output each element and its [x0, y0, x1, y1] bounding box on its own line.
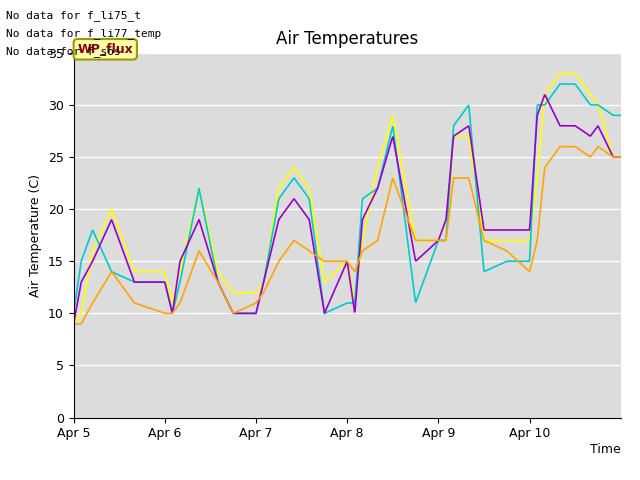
PanelTemp [291, 166, 299, 171]
PanelTemp [311, 219, 319, 225]
Text: No data for f_li77_temp: No data for f_li77_temp [6, 28, 162, 39]
PanelTemp [445, 192, 453, 197]
Y-axis label: Air Temperature (C): Air Temperature (C) [29, 174, 42, 297]
PanelTemp [125, 255, 133, 261]
PanelTemp [556, 71, 564, 76]
AM25T_PRT [506, 258, 514, 264]
Text: No data for f_li75_t: No data for f_li75_t [6, 10, 141, 21]
AirT [556, 144, 564, 149]
AirT [70, 321, 77, 327]
AM25T_PRT [70, 311, 77, 316]
NR01_PRT [617, 154, 625, 160]
NR01_PRT [311, 250, 319, 256]
Text: No data for f_sos: No data for f_sos [6, 46, 121, 57]
AM25T_PRT [445, 187, 453, 192]
PanelTemp [506, 238, 514, 243]
NR01_PRT [506, 227, 514, 233]
Title: Air Temperatures: Air Temperatures [276, 30, 419, 48]
NR01_PRT [70, 321, 77, 327]
NR01_PRT [125, 266, 133, 272]
X-axis label: Time: Time [590, 443, 621, 456]
AM25T_PRT [617, 112, 625, 118]
AM25T_PRT [125, 277, 133, 283]
AM25T_PRT [556, 81, 564, 87]
Line: PanelTemp: PanelTemp [74, 73, 621, 324]
PanelTemp [497, 238, 504, 243]
Line: AirT: AirT [74, 146, 621, 324]
AirT [125, 293, 133, 299]
NR01_PRT [445, 180, 453, 186]
Line: NR01_PRT: NR01_PRT [74, 95, 621, 324]
PanelTemp [70, 321, 77, 327]
AirT [617, 154, 625, 160]
Text: WP_flux: WP_flux [77, 43, 133, 56]
NR01_PRT [541, 92, 548, 98]
AirT [506, 251, 514, 257]
AirT [291, 238, 299, 244]
AirT [445, 210, 453, 216]
NR01_PRT [291, 197, 299, 203]
AirT [311, 252, 319, 257]
Legend: AirT, PanelTemp, NR01_PRT, AM25T_PRT: AirT, PanelTemp, NR01_PRT, AM25T_PRT [143, 475, 551, 480]
AirT [497, 245, 504, 251]
AM25T_PRT [311, 237, 319, 242]
AM25T_PRT [291, 176, 299, 182]
NR01_PRT [497, 227, 504, 233]
PanelTemp [617, 154, 625, 160]
Line: AM25T_PRT: AM25T_PRT [74, 84, 621, 313]
AM25T_PRT [497, 261, 504, 267]
